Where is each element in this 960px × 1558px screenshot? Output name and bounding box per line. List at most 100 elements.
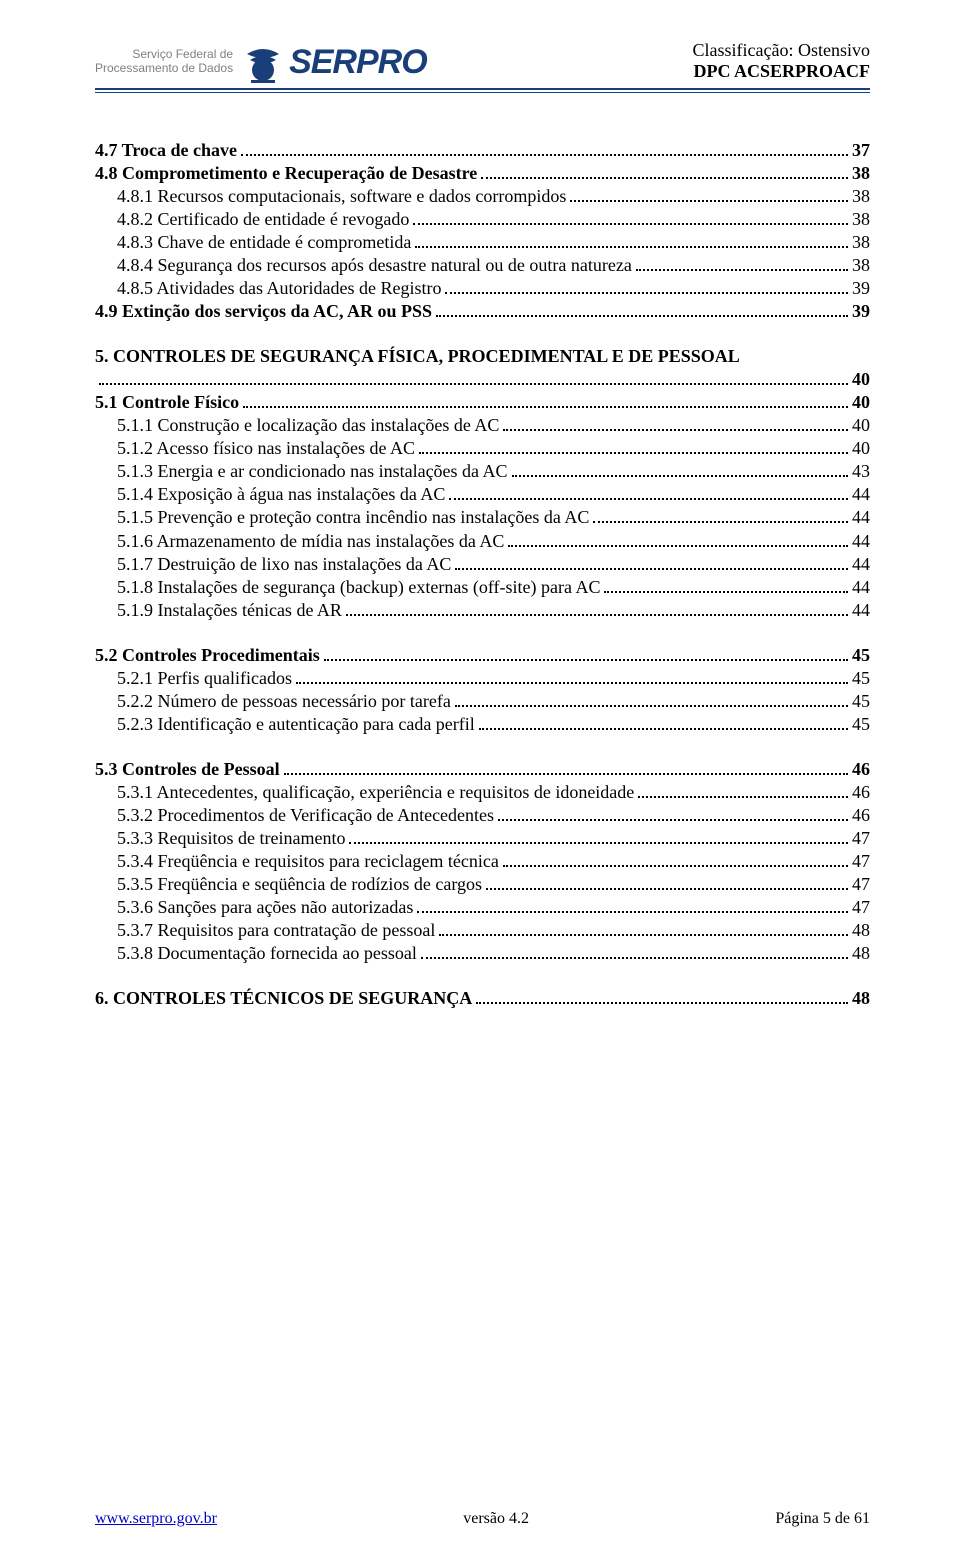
toc-entry: 40 [95, 368, 870, 391]
toc-leader-dots [455, 568, 848, 570]
toc-entry: 5.2.2 Número de pessoas necessário por t… [95, 690, 870, 713]
toc-entry: 5.3.7 Requisitos para contratação de pes… [95, 919, 870, 942]
toc-entry: 5.1.8 Instalações de segurança (backup) … [95, 576, 870, 599]
toc-entry-page: 47 [852, 873, 870, 896]
toc-entry-label: 6. CONTROLES TÉCNICOS DE SEGURANÇA [95, 987, 472, 1010]
toc-entry-label: 5.2 Controles Procedimentais [95, 644, 320, 667]
toc-entry-label: 5.1 Controle Físico [95, 391, 239, 414]
toc-leader-dots [241, 154, 848, 156]
toc-entry-page: 39 [852, 277, 870, 300]
toc-leader-dots [476, 1002, 848, 1004]
classification-label: Classificação: Ostensivo [693, 40, 870, 61]
footer-page-number: Página 5 de 61 [775, 1510, 870, 1528]
toc-entry-label: 5.3.6 Sanções para ações não autorizadas [117, 896, 413, 919]
page-footer: www.serpro.gov.br versão 4.2 Página 5 de… [95, 1510, 870, 1528]
toc-entry-label: 4.9 Extinção dos serviços da AC, AR ou P… [95, 300, 432, 323]
org-subtitle: Serviço Federal de Processamento de Dado… [95, 48, 233, 76]
toc-entry-page: 40 [852, 368, 870, 391]
toc-entry-page: 38 [852, 185, 870, 208]
toc-entry-page: 45 [852, 644, 870, 667]
toc-entry-label: 5.2.1 Perfis qualificados [117, 667, 292, 690]
toc-entry-label: 5.3.5 Freqüência e seqüência de rodízios… [117, 873, 482, 896]
toc-entry: 5.1.4 Exposição à água nas instalações d… [95, 483, 870, 506]
toc-entry-page: 47 [852, 827, 870, 850]
toc-leader-dots [439, 934, 848, 936]
document-page: Serviço Federal de Processamento de Dado… [0, 0, 960, 1558]
toc-entry: 5.2.1 Perfis qualificados 45 [95, 667, 870, 690]
toc-entry-page: 38 [852, 254, 870, 277]
toc-entry: 4.8.5 Atividades das Autoridades de Regi… [95, 277, 870, 300]
toc-entry-label: 4.8.2 Certificado de entidade é revogado [117, 208, 409, 231]
toc-entry-label: 4.8.4 Segurança dos recursos após desast… [117, 254, 632, 277]
globe-icon [241, 40, 285, 84]
toc-leader-dots [415, 246, 848, 248]
toc-entry-page: 46 [852, 758, 870, 781]
toc-entry-page: 46 [852, 804, 870, 827]
toc-entry-page: 44 [852, 553, 870, 576]
toc-entry: 5.3.1 Antecedentes, qualificação, experi… [95, 781, 870, 804]
toc-leader-dots [243, 406, 848, 408]
toc-entry: 5.3 Controles de Pessoal 46 [95, 758, 870, 781]
toc-entry: 5.3.6 Sanções para ações não autorizadas… [95, 896, 870, 919]
table-of-contents: 4.7 Troca de chave 374.8 Comprometimento… [95, 139, 870, 1010]
toc-group: 5. CONTROLES DE SEGURANÇA FÍSICA, PROCED… [95, 345, 870, 621]
toc-entry-page: 47 [852, 850, 870, 873]
toc-entry-label: 5.2.2 Número de pessoas necessário por t… [117, 690, 451, 713]
toc-entry-page: 45 [852, 713, 870, 736]
logo-block: Serviço Federal de Processamento de Dado… [95, 40, 427, 84]
doc-code: DPC ACSERPROACF [693, 61, 870, 82]
toc-entry-page: 44 [852, 483, 870, 506]
toc-entry-label: 5.1.1 Construção e localização das insta… [117, 414, 499, 437]
toc-entry: 5.1 Controle Físico 40 [95, 391, 870, 414]
page-header: Serviço Federal de Processamento de Dado… [95, 40, 870, 90]
toc-entry-page: 43 [852, 460, 870, 483]
toc-entry-label: 5.1.2 Acesso físico nas instalações de A… [117, 437, 415, 460]
toc-entry-label: 4.8 Comprometimento e Recuperação de Des… [95, 162, 477, 185]
toc-entry-page: 48 [852, 942, 870, 965]
toc-leader-dots [503, 429, 848, 431]
toc-entry-label: 5.3 Controles de Pessoal [95, 758, 280, 781]
toc-leader-dots [349, 842, 848, 844]
footer-url-link[interactable]: www.serpro.gov.br [95, 1510, 217, 1528]
toc-entry-label: 5.3.3 Requisitos de treinamento [117, 827, 345, 850]
toc-leader-dots [436, 315, 848, 317]
toc-leader-dots [486, 888, 848, 890]
toc-entry-label: 5.1.5 Prevenção e proteção contra incênd… [117, 506, 589, 529]
toc-group: 5.2 Controles Procedimentais 455.2.1 Per… [95, 644, 870, 736]
toc-entry-page: 44 [852, 506, 870, 529]
toc-entry: 4.8.2 Certificado de entidade é revogado… [95, 208, 870, 231]
org-line1: Serviço Federal de [132, 47, 233, 61]
toc-leader-dots [604, 591, 848, 593]
toc-entry-page: 44 [852, 599, 870, 622]
toc-entry-page: 45 [852, 667, 870, 690]
toc-entry-page: 38 [852, 231, 870, 254]
toc-entry-page: 44 [852, 530, 870, 553]
toc-entry-label: 5.2.3 Identificação e autenticação para … [117, 713, 475, 736]
toc-leader-dots [413, 223, 848, 225]
toc-entry-label: 5.3.4 Freqüência e requisitos para recic… [117, 850, 499, 873]
brand-logo: SERPRO [241, 40, 427, 84]
toc-entry: 4.7 Troca de chave 37 [95, 139, 870, 162]
toc-entry-label: 5.1.9 Instalações ténicas de AR [117, 599, 342, 622]
toc-entry-label: 5.1.3 Energia e ar condicionado nas inst… [117, 460, 508, 483]
toc-entry-page: 37 [852, 139, 870, 162]
toc-entry: 5.1.3 Energia e ar condicionado nas inst… [95, 460, 870, 483]
toc-entry-label: 5.3.1 Antecedentes, qualificação, experi… [117, 781, 634, 804]
toc-entry: 5.2.3 Identificação e autenticação para … [95, 713, 870, 736]
toc-leader-dots [455, 705, 848, 707]
toc-entry-page: 40 [852, 414, 870, 437]
toc-entry-page: 46 [852, 781, 870, 804]
toc-entry-label: 5. CONTROLES DE SEGURANÇA FÍSICA, PROCED… [95, 345, 870, 368]
toc-leader-dots [638, 796, 848, 798]
toc-leader-dots [593, 521, 848, 523]
toc-entry-page: 38 [852, 208, 870, 231]
toc-entry-page: 48 [852, 919, 870, 942]
brand-wordmark: SERPRO [289, 43, 427, 82]
toc-leader-dots [508, 545, 848, 547]
toc-entry: 5.1.2 Acesso físico nas instalações de A… [95, 437, 870, 460]
toc-entry: 4.8.1 Recursos computacionais, software … [95, 185, 870, 208]
toc-leader-dots [503, 865, 848, 867]
toc-leader-dots [636, 269, 848, 271]
toc-entry-page: 38 [852, 162, 870, 185]
toc-entry: 6. CONTROLES TÉCNICOS DE SEGURANÇA 48 [95, 987, 870, 1010]
